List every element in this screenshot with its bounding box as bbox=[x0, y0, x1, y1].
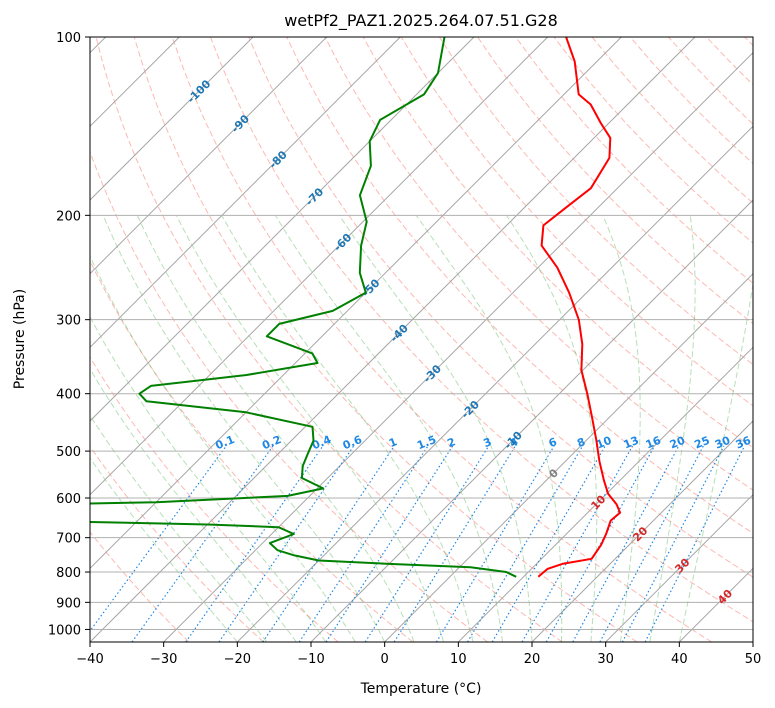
chart-title: wetPf2_PAZ1.2025.264.07.51.G28 bbox=[284, 11, 558, 31]
isotherm-line bbox=[90, 37, 254, 201]
x-tick-label: 40 bbox=[671, 652, 688, 667]
moist-adiabat-line bbox=[136, 215, 415, 642]
x-tick-label: −20 bbox=[224, 652, 251, 667]
mixing-ratio-line bbox=[572, 445, 680, 642]
dry-adiabat-line bbox=[90, 445, 264, 642]
y-tick-label: 400 bbox=[56, 388, 81, 403]
dry-adiabat-line bbox=[133, 37, 638, 642]
mixing-ratio-label: 20 bbox=[668, 434, 687, 452]
x-axis: −40 −30 −20 −10 0 10 20 30 40 50 bbox=[76, 642, 761, 667]
mixing-ratio-label: 1 bbox=[387, 435, 399, 450]
isotherm-line bbox=[384, 272, 753, 642]
y-axis-title: Pressure (hPa) bbox=[12, 289, 28, 389]
mixing-ratio-label: 25 bbox=[693, 434, 712, 452]
x-axis-title: Temperature (°C) bbox=[360, 681, 482, 697]
mixing-ratio-line bbox=[298, 445, 429, 642]
dry-adiabat-line bbox=[248, 37, 753, 578]
moist-adiabat-line bbox=[90, 414, 268, 642]
mixing-ratio-line bbox=[644, 445, 746, 642]
x-tick-label: 30 bbox=[597, 652, 614, 667]
plot-frame bbox=[89, 36, 754, 643]
dry-adiabat-line bbox=[95, 37, 563, 642]
dewpoint-profile bbox=[90, 37, 517, 578]
dry-adiabat-line bbox=[515, 37, 753, 284]
moist-adiabat-line bbox=[90, 367, 297, 642]
y-tick-label: 200 bbox=[56, 209, 81, 224]
x-tick-label: 50 bbox=[745, 652, 762, 667]
mixing-ratio-label: 2 bbox=[445, 435, 457, 450]
dry-adiabat-line bbox=[90, 531, 190, 642]
isotherm-line bbox=[163, 51, 753, 642]
mixing-ratio-label: 10 bbox=[594, 434, 613, 452]
y-axis: 100 200 300 400 500 600 700 800 900 1000 bbox=[48, 31, 90, 638]
y-tick-label: 800 bbox=[56, 566, 81, 581]
isotherm-line bbox=[90, 37, 401, 349]
isotherm-line bbox=[90, 37, 696, 642]
sounding-profiles bbox=[90, 37, 622, 578]
dry-adiabat-line bbox=[90, 356, 339, 642]
moist-adiabat-line bbox=[90, 315, 327, 642]
mixing-ratio-label: 16 bbox=[644, 434, 663, 452]
y-tick-label: 1000 bbox=[48, 623, 81, 638]
mixing-ratio-line bbox=[364, 445, 490, 642]
y-tick-label: 900 bbox=[56, 596, 81, 611]
y-tick-label: 100 bbox=[56, 31, 81, 46]
moist-adiabat-line bbox=[415, 215, 563, 642]
isotherm-line bbox=[236, 125, 753, 642]
x-tick-label: −40 bbox=[76, 652, 103, 667]
moist-adiabat-line bbox=[274, 215, 503, 642]
y-tick-label: 300 bbox=[56, 314, 81, 329]
mixing-ratio-label: 36 bbox=[734, 434, 753, 452]
isotherm-line bbox=[310, 199, 753, 642]
mixing-ratio-line bbox=[131, 445, 274, 642]
isotherms bbox=[90, 37, 753, 642]
plot-area: 0.1 0.2 0.4 0.6 1 1.5 2 3 4 6 8 10 13 16 20 25 30 36-100-… bbox=[90, 37, 753, 642]
isotherm-line bbox=[90, 37, 622, 570]
isotherm-line bbox=[457, 346, 753, 642]
mixing-ratio-label: 13 bbox=[622, 434, 641, 452]
moist-adiabat-line bbox=[649, 215, 696, 642]
mixing-ratio-line bbox=[621, 445, 725, 642]
pressure-gridlines bbox=[90, 37, 753, 630]
dry-adiabat-line bbox=[90, 150, 488, 642]
mixing-ratio-line bbox=[325, 445, 454, 642]
moist-adiabat-line bbox=[90, 254, 356, 642]
moist-adiabat-line bbox=[678, 280, 753, 642]
moist-adiabat-line bbox=[102, 215, 386, 642]
isotherm-line bbox=[90, 37, 549, 496]
x-tick-label: −30 bbox=[150, 652, 177, 667]
x-tick-label: 10 bbox=[450, 652, 467, 667]
moist-adiabat-line bbox=[506, 215, 598, 642]
x-tick-label: 20 bbox=[524, 652, 541, 667]
moist-adiabat-line bbox=[602, 215, 641, 642]
x-tick-label: 0 bbox=[381, 652, 389, 667]
mixing-ratio-line bbox=[262, 445, 395, 642]
dry-adiabat-line bbox=[210, 37, 753, 623]
moist-adiabat-line bbox=[175, 215, 445, 642]
mixing-ratio-label: 8 bbox=[575, 435, 587, 450]
y-tick-label: 600 bbox=[56, 492, 81, 507]
mixing-ratio-line bbox=[466, 445, 584, 642]
x-tick-label: −10 bbox=[297, 652, 324, 667]
dry-adiabat-line bbox=[438, 37, 753, 366]
mixing-ratio-label: 3 bbox=[481, 435, 493, 450]
moist-adiabat-line bbox=[338, 215, 533, 642]
mixing-ratio-line bbox=[521, 445, 634, 642]
isotherm-line bbox=[90, 37, 475, 422]
mixing-ratio-label: 30 bbox=[713, 434, 732, 452]
y-tick-label: 500 bbox=[56, 445, 81, 460]
mixing-ratio-lines bbox=[90, 445, 746, 642]
mixing-ratio-line bbox=[90, 445, 227, 632]
mixing-ratio-line bbox=[599, 445, 704, 642]
isotherm-line bbox=[90, 37, 328, 275]
temperature-profile bbox=[537, 37, 622, 578]
isotherm-line bbox=[605, 493, 753, 642]
dry-adiabat-line bbox=[400, 37, 753, 407]
mixing-ratio-line bbox=[393, 445, 516, 642]
mixing-ratio-line bbox=[491, 445, 606, 642]
y-tick-label: 700 bbox=[56, 532, 81, 547]
isotherm-line bbox=[531, 420, 753, 642]
